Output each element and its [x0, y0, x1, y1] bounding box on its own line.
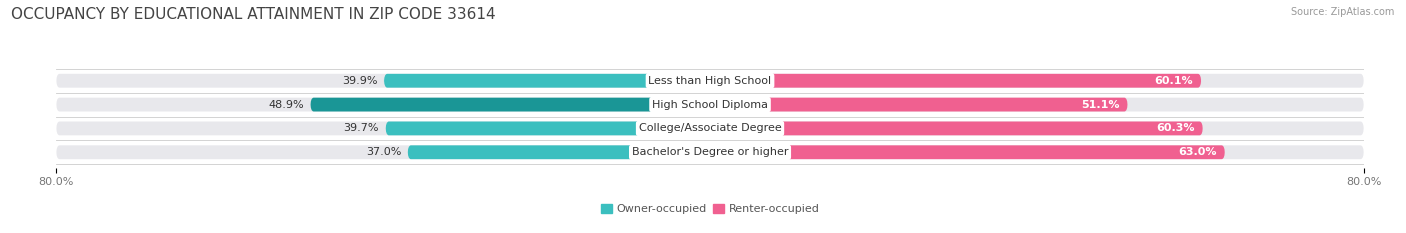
Text: 60.1%: 60.1% — [1154, 76, 1194, 86]
Legend: Owner-occupied, Renter-occupied: Owner-occupied, Renter-occupied — [596, 199, 824, 219]
FancyBboxPatch shape — [56, 74, 1364, 88]
FancyBboxPatch shape — [56, 121, 1364, 135]
FancyBboxPatch shape — [384, 74, 710, 88]
Text: College/Associate Degree: College/Associate Degree — [638, 123, 782, 134]
FancyBboxPatch shape — [710, 98, 1128, 112]
Text: 63.0%: 63.0% — [1178, 147, 1216, 157]
FancyBboxPatch shape — [385, 121, 710, 135]
Text: 39.7%: 39.7% — [343, 123, 380, 134]
Text: 48.9%: 48.9% — [269, 99, 304, 110]
Text: Bachelor's Degree or higher: Bachelor's Degree or higher — [631, 147, 789, 157]
Text: 60.3%: 60.3% — [1156, 123, 1195, 134]
Text: High School Diploma: High School Diploma — [652, 99, 768, 110]
FancyBboxPatch shape — [710, 145, 1225, 159]
FancyBboxPatch shape — [710, 121, 1202, 135]
Text: Source: ZipAtlas.com: Source: ZipAtlas.com — [1291, 7, 1395, 17]
FancyBboxPatch shape — [710, 74, 1201, 88]
FancyBboxPatch shape — [408, 145, 710, 159]
FancyBboxPatch shape — [56, 98, 1364, 112]
Text: 39.9%: 39.9% — [342, 76, 377, 86]
Text: 37.0%: 37.0% — [366, 147, 401, 157]
FancyBboxPatch shape — [56, 145, 1364, 159]
Text: 51.1%: 51.1% — [1081, 99, 1119, 110]
Text: Less than High School: Less than High School — [648, 76, 772, 86]
FancyBboxPatch shape — [311, 98, 710, 112]
Text: OCCUPANCY BY EDUCATIONAL ATTAINMENT IN ZIP CODE 33614: OCCUPANCY BY EDUCATIONAL ATTAINMENT IN Z… — [11, 7, 496, 22]
